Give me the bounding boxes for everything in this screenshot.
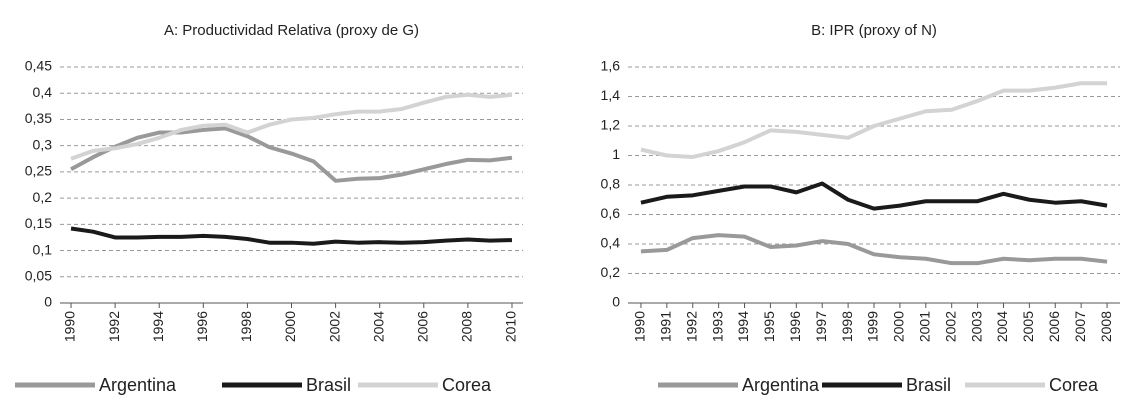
x-tick-label: 2004 xyxy=(370,311,386,342)
x-tick-label: 2004 xyxy=(994,311,1010,342)
x-tick-label: 1992 xyxy=(683,311,699,342)
y-tick-label: 0,3 xyxy=(33,136,53,152)
x-tick-label: 2008 xyxy=(459,311,475,342)
chart-title: A: Productividad Relativa (proxy de G) xyxy=(164,22,419,39)
x-tick-label: 1990 xyxy=(632,311,648,342)
legend-label: Brasil xyxy=(306,375,351,395)
y-tick-label: 0,45 xyxy=(25,58,52,74)
y-tick-label: 0,4 xyxy=(601,235,621,251)
y-tick-label: 0,1 xyxy=(33,241,53,257)
x-tick-label: 1995 xyxy=(761,311,777,342)
series-line xyxy=(640,181,1108,211)
x-tick-label: 1994 xyxy=(735,311,751,342)
y-tick-label: 0,05 xyxy=(25,267,52,283)
x-tick-label: 2006 xyxy=(1046,311,1062,342)
y-tick-label: 0,2 xyxy=(33,189,53,205)
x-tick-label: 2002 xyxy=(942,311,958,342)
x-tick-label: 1997 xyxy=(813,311,829,342)
y-tick-label: 0 xyxy=(44,294,52,310)
x-tick-label: 1993 xyxy=(709,311,725,342)
series-line xyxy=(70,226,513,246)
y-tick-label: 0 xyxy=(612,294,620,310)
series-line xyxy=(640,81,1108,159)
y-tick-label: 1,4 xyxy=(601,87,621,103)
y-tick-label: 0,4 xyxy=(33,84,53,100)
series-line xyxy=(640,233,1108,266)
x-tick-label: 2002 xyxy=(326,311,342,342)
x-tick-label: 2001 xyxy=(916,311,932,342)
y-tick-label: 0,2 xyxy=(601,264,621,280)
x-tick-label: 2000 xyxy=(891,311,907,342)
x-tick-label: 1996 xyxy=(787,311,803,342)
y-tick-label: 0,25 xyxy=(25,163,52,179)
legend-label: Argentina xyxy=(99,375,177,395)
series-line xyxy=(70,92,513,161)
y-tick-label: 0,15 xyxy=(25,215,52,231)
y-tick-label: 1,2 xyxy=(601,117,621,133)
y-tick-label: 1 xyxy=(612,146,620,162)
y-tick-label: 1,6 xyxy=(601,58,621,74)
x-tick-label: 2007 xyxy=(1072,311,1088,342)
y-tick-label: 0,35 xyxy=(25,110,52,126)
x-tick-label: 1991 xyxy=(658,311,674,342)
legend-label: Corea xyxy=(1049,375,1099,395)
chart-title: B: IPR (proxy of N) xyxy=(811,22,937,39)
y-tick-label: 0,6 xyxy=(601,205,621,221)
x-tick-label: 2003 xyxy=(968,311,984,342)
x-tick-label: 2005 xyxy=(1020,311,1036,342)
series-line xyxy=(70,126,513,183)
x-tick-label: 2010 xyxy=(503,311,519,342)
x-tick-label: 2000 xyxy=(282,311,298,342)
y-tick-label: 0,8 xyxy=(601,176,621,192)
x-tick-label: 1992 xyxy=(106,311,122,342)
x-tick-label: 1998 xyxy=(839,311,855,342)
x-tick-label: 2008 xyxy=(1098,311,1114,342)
legend-label: Corea xyxy=(442,375,492,395)
x-tick-label: 1999 xyxy=(865,311,881,342)
legend-label: Argentina xyxy=(742,375,820,395)
x-tick-label: 1994 xyxy=(150,311,166,342)
legend-label: Brasil xyxy=(906,375,951,395)
x-tick-label: 1990 xyxy=(62,311,78,342)
x-tick-label: 2006 xyxy=(414,311,430,342)
x-tick-label: 1996 xyxy=(194,311,210,342)
x-tick-label: 1998 xyxy=(238,311,254,342)
